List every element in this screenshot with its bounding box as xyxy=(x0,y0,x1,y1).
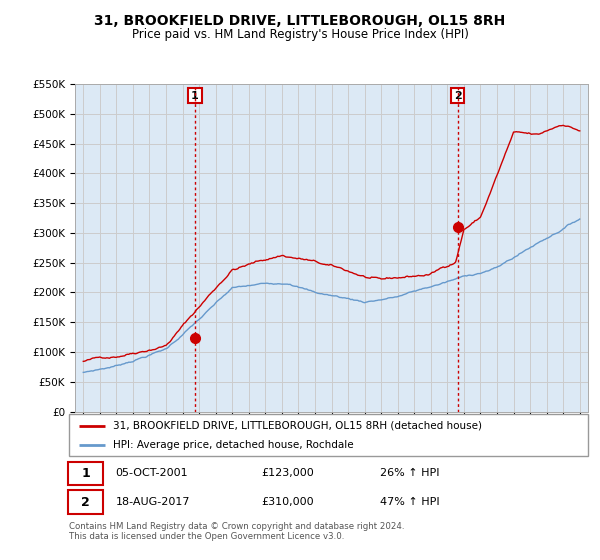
FancyBboxPatch shape xyxy=(68,461,103,485)
Text: 1: 1 xyxy=(81,467,90,480)
Text: 05-OCT-2001: 05-OCT-2001 xyxy=(116,468,188,478)
FancyBboxPatch shape xyxy=(69,414,588,456)
Text: 26% ↑ HPI: 26% ↑ HPI xyxy=(380,468,440,478)
Text: 2: 2 xyxy=(81,496,90,508)
FancyBboxPatch shape xyxy=(68,491,103,514)
Text: 47% ↑ HPI: 47% ↑ HPI xyxy=(380,497,440,507)
Text: 18-AUG-2017: 18-AUG-2017 xyxy=(116,497,190,507)
Text: Contains HM Land Registry data © Crown copyright and database right 2024.
This d: Contains HM Land Registry data © Crown c… xyxy=(69,522,404,542)
Text: Price paid vs. HM Land Registry's House Price Index (HPI): Price paid vs. HM Land Registry's House … xyxy=(131,28,469,41)
Text: 2: 2 xyxy=(454,91,461,101)
Text: 1: 1 xyxy=(191,91,199,101)
Text: £310,000: £310,000 xyxy=(261,497,314,507)
Text: 31, BROOKFIELD DRIVE, LITTLEBOROUGH, OL15 8RH (detached house): 31, BROOKFIELD DRIVE, LITTLEBOROUGH, OL1… xyxy=(113,421,482,431)
Text: HPI: Average price, detached house, Rochdale: HPI: Average price, detached house, Roch… xyxy=(113,440,354,450)
Text: £123,000: £123,000 xyxy=(261,468,314,478)
Text: 31, BROOKFIELD DRIVE, LITTLEBOROUGH, OL15 8RH: 31, BROOKFIELD DRIVE, LITTLEBOROUGH, OL1… xyxy=(94,14,506,28)
